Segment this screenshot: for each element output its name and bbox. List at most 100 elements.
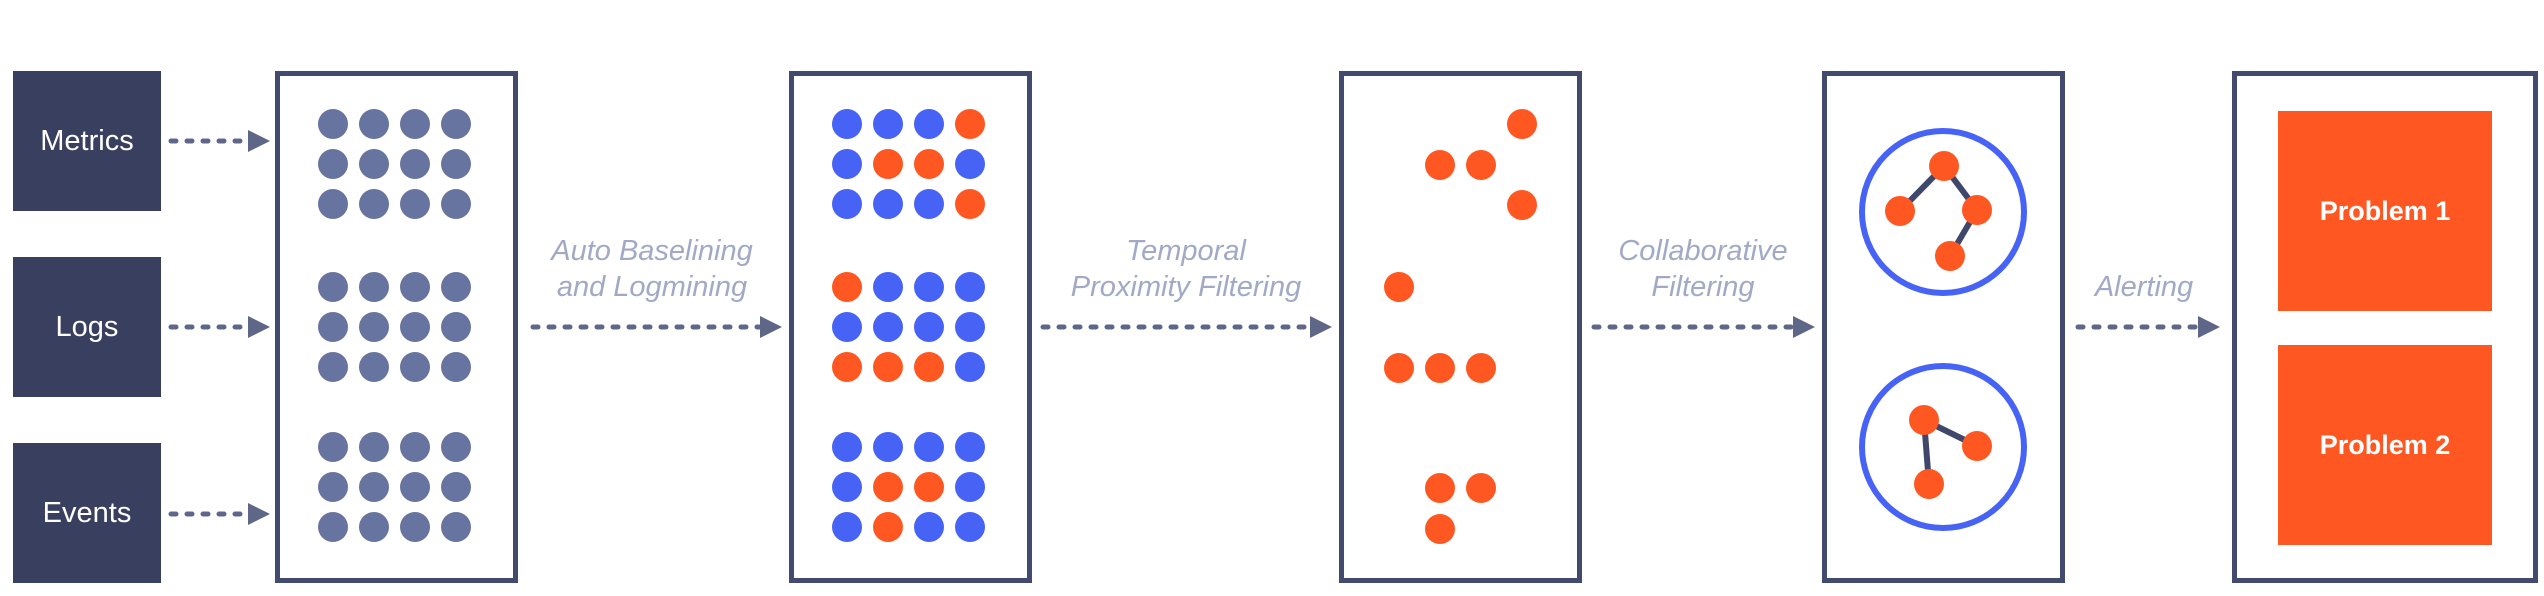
baselined-signal-dot: [914, 272, 944, 302]
step-label-auto-baselining: Auto Baselining and Logmining: [522, 233, 782, 305]
step-label-line-2: Proximity Filtering: [1070, 271, 1302, 303]
raw-signal-dot: [359, 512, 389, 542]
raw-signal-dot: [359, 272, 389, 302]
baselined-signal-dot: [914, 432, 944, 462]
cluster-1-node: [1935, 241, 1965, 271]
baselined-signal-dot: [955, 272, 985, 302]
arrow-temporal-proximity-head: [1310, 316, 1332, 338]
raw-signal-dot: [400, 352, 430, 382]
panel-raw-signals: [275, 71, 518, 583]
baselined-signal-dot: [914, 149, 944, 179]
cluster-2-node: [1909, 405, 1939, 435]
raw-signal-dot: [318, 109, 348, 139]
baselined-signal-dot: [955, 472, 985, 502]
filtered-signal-dot: [1425, 150, 1455, 180]
baselined-signal-dot: [914, 189, 944, 219]
raw-signal-dot: [318, 352, 348, 382]
source-box-metrics: Metrics: [13, 71, 161, 211]
raw-signal-dot: [441, 472, 471, 502]
filtered-signal-dot: [1507, 109, 1537, 139]
step-label-line-2: Filtering: [1651, 271, 1755, 303]
baselined-signal-dot: [873, 109, 903, 139]
raw-signal-dot: [441, 512, 471, 542]
baselined-signal-dot: [832, 432, 862, 462]
step-label-collaborative-filtering: Collaborative Filtering: [1573, 233, 1833, 305]
baselined-signal-dot: [873, 312, 903, 342]
raw-signal-dot: [400, 109, 430, 139]
step-label-temporal-proximity: Temporal Proximity Filtering: [1056, 233, 1316, 305]
cluster-1-ring: [1859, 128, 2027, 296]
filtered-signal-dot: [1384, 353, 1414, 383]
arrow-logs-head: [248, 316, 270, 338]
baselined-signal-dot: [873, 189, 903, 219]
cluster-2-ring: [1859, 363, 2027, 531]
arrow-alerting-head: [2198, 316, 2220, 338]
raw-signal-dot: [441, 149, 471, 179]
baselined-signal-dot: [914, 512, 944, 542]
baselined-signal-dot: [832, 472, 862, 502]
raw-signal-dot: [441, 109, 471, 139]
source-label-events: Events: [42, 496, 132, 529]
baselined-signal-dot: [832, 149, 862, 179]
baselined-signal-dot: [832, 272, 862, 302]
filtered-signal-dot: [1425, 473, 1455, 503]
problem-box-1: Problem 1: [2278, 111, 2492, 311]
source-box-logs: Logs: [13, 257, 161, 397]
raw-signal-dot: [318, 189, 348, 219]
baselined-signal-dot: [832, 189, 862, 219]
filtered-signal-dot: [1507, 190, 1537, 220]
baselined-signal-dot: [914, 472, 944, 502]
raw-signal-dot: [400, 512, 430, 542]
arrow-events-head: [248, 503, 270, 525]
cluster-1-node: [1885, 196, 1915, 226]
baselined-signal-dot: [873, 272, 903, 302]
raw-signal-dot: [441, 272, 471, 302]
filtered-signal-dot: [1425, 353, 1455, 383]
arrow-auto-baselining-head: [760, 316, 782, 338]
baselined-signal-dot: [914, 312, 944, 342]
filtered-signal-dot: [1466, 473, 1496, 503]
panel-temporal-filtered: [1339, 71, 1582, 583]
raw-signal-dot: [359, 109, 389, 139]
raw-signal-dot: [318, 312, 348, 342]
baselined-signal-dot: [955, 352, 985, 382]
source-label-metrics: Metrics: [40, 124, 134, 157]
baselined-signal-dot: [955, 149, 985, 179]
baselined-signal-dot: [873, 149, 903, 179]
step-label-line-1: Temporal: [1126, 235, 1246, 267]
raw-signal-dot: [400, 472, 430, 502]
raw-signal-dot: [359, 189, 389, 219]
arrow-collaborative-filtering-head: [1793, 316, 1815, 338]
baselined-signal-dot: [832, 109, 862, 139]
raw-signal-dot: [318, 432, 348, 462]
baselined-signal-dot: [955, 109, 985, 139]
filtered-signal-dot: [1384, 272, 1414, 302]
baselined-signal-dot: [955, 189, 985, 219]
raw-signal-dot: [441, 312, 471, 342]
raw-signal-dot: [441, 432, 471, 462]
raw-signal-dot: [318, 512, 348, 542]
baselined-signal-dot: [873, 432, 903, 462]
baselined-signal-dot: [832, 312, 862, 342]
filtered-signal-dot: [1466, 150, 1496, 180]
raw-signal-dot: [441, 352, 471, 382]
raw-signal-dot: [400, 149, 430, 179]
baselined-signal-dot: [955, 312, 985, 342]
problem-box-2: Problem 2: [2278, 345, 2492, 545]
raw-signal-dot: [400, 312, 430, 342]
baselined-signal-dot: [873, 512, 903, 542]
cluster-1-node: [1962, 195, 1992, 225]
baselined-signal-dot: [873, 352, 903, 382]
raw-signal-dot: [359, 149, 389, 179]
source-box-events: Events: [13, 443, 161, 583]
step-label-line-1: Collaborative: [1618, 235, 1788, 267]
step-label-line-1: Alerting: [2094, 271, 2194, 303]
cluster-1-node: [1929, 151, 1959, 181]
filtered-signal-dot: [1466, 353, 1496, 383]
problem-label-2: Problem 2: [2319, 429, 2451, 460]
step-label-line-1: Auto Baselining: [551, 235, 753, 267]
raw-signal-dot: [359, 352, 389, 382]
baselined-signal-dot: [955, 432, 985, 462]
raw-signal-dot: [318, 149, 348, 179]
raw-signal-dot: [359, 472, 389, 502]
